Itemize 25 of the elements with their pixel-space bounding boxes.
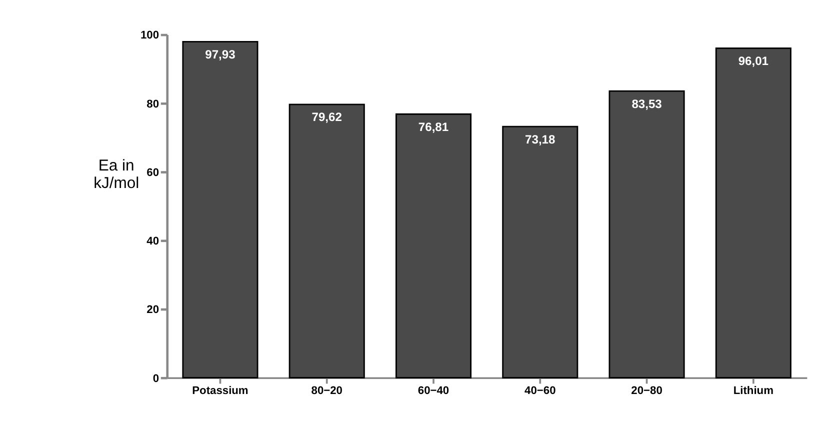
x-tick-label: 60−40 [418,384,450,397]
x-tick-label: 40−60 [524,384,556,397]
x-tick-label: Lithium [733,384,774,397]
y-tick-label: 20 [146,304,160,316]
data-label: 79,62 [312,110,342,124]
y-tick-label: 100 [140,30,160,42]
bar [608,90,685,378]
data-label: 73,18 [525,132,556,146]
bar [395,113,472,378]
bar [288,104,365,378]
y-tick-label: 0 [152,372,160,385]
bar [182,40,258,378]
y-tick-label: 80 [146,98,160,110]
data-label: 83,53 [632,96,662,111]
data-label: 97,93 [205,47,236,62]
data-label: 96,01 [738,54,769,68]
y-tick-label: 60 [146,166,160,179]
data-label: 76,81 [418,120,449,134]
bar [502,126,578,378]
x-tick-label: 20−80 [631,384,662,397]
bar [715,48,792,378]
y-tick-label: 40 [146,236,160,248]
x-tick-label: 80−20 [311,384,342,397]
x-tick-label: Potassium [192,384,248,397]
y-axis-title: Ea in kJ/mol [94,157,140,192]
